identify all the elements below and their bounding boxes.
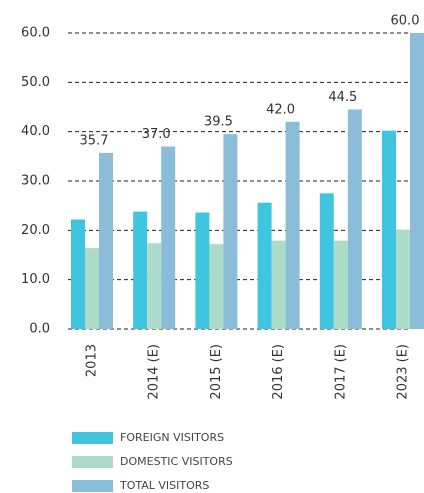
bar (147, 243, 162, 329)
bar (195, 212, 210, 329)
bar (285, 121, 300, 329)
legend-label: FOREIGN VISITORS (120, 431, 224, 444)
x-tick-label: 2023 (E) (396, 344, 411, 400)
bar (85, 248, 99, 329)
bar (133, 211, 148, 329)
y-tick-label: 40.0 (21, 124, 50, 139)
legend-label: DOMESTIC VISITORS (120, 455, 233, 468)
x-tick-label: 2013 (85, 344, 100, 377)
legend-swatch (72, 456, 113, 468)
bar (347, 109, 362, 329)
x-tick-label: 2017 (E) (333, 344, 348, 400)
legend-label: TOTAL VISITORS (119, 479, 209, 492)
bar (209, 244, 224, 329)
bar (333, 240, 348, 329)
data-label: 44.5 (328, 90, 357, 105)
data-label: 60.0 (391, 14, 420, 29)
data-label: 37.0 (142, 127, 171, 142)
bar (99, 152, 113, 329)
bar (271, 240, 286, 329)
y-tick-label: 60.0 (21, 26, 50, 41)
x-tick-label: 2014 (E) (147, 344, 162, 400)
bar (161, 146, 176, 329)
x-tick-label: 2016 (E) (271, 344, 286, 400)
y-tick-label: 10.0 (21, 272, 50, 287)
data-label: 42.0 (266, 102, 295, 117)
x-tick-label: 2015 (E) (209, 344, 224, 400)
bar (319, 193, 334, 329)
bar (396, 229, 410, 329)
y-tick-label: 0.0 (29, 322, 50, 337)
y-tick-label: 20.0 (21, 223, 50, 238)
y-tick-label: 50.0 (21, 75, 50, 90)
bar (410, 33, 424, 329)
bar (382, 130, 396, 329)
bar (257, 202, 272, 329)
data-label: 39.5 (204, 115, 233, 130)
bar (223, 134, 238, 329)
legend-swatch (72, 432, 113, 444)
legend-swatch (72, 480, 113, 492)
data-label: 35.7 (80, 133, 109, 148)
y-tick-label: 30.0 (21, 174, 50, 189)
bar (71, 219, 85, 329)
